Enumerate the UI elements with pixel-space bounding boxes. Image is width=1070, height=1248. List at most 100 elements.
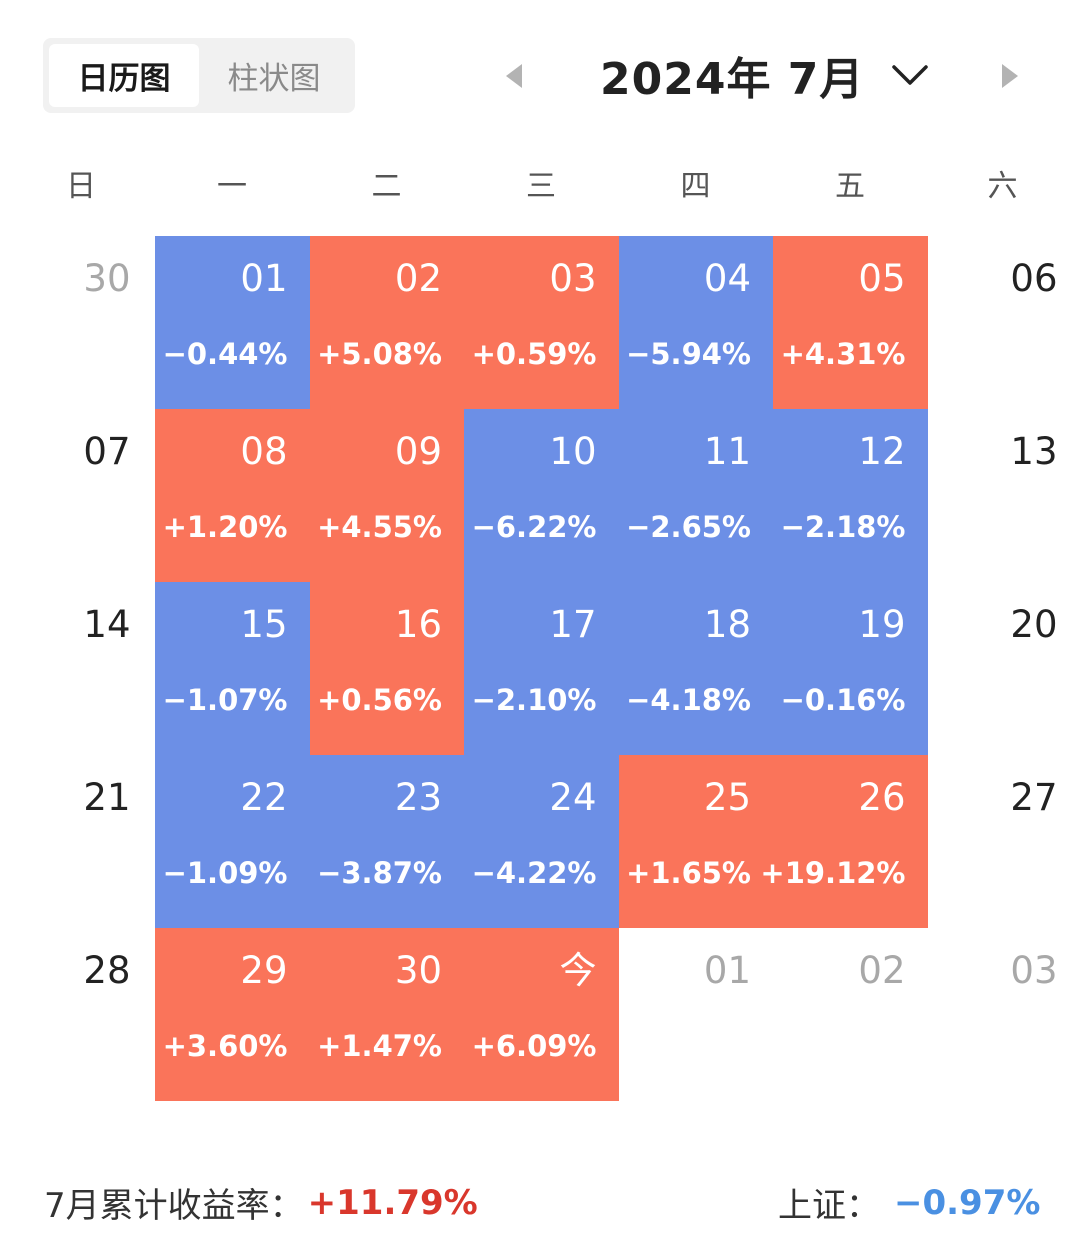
- day-number: 14: [83, 603, 131, 646]
- day-number: 24: [549, 776, 597, 819]
- index-return: 上证： −0.97%: [778, 1178, 1040, 1227]
- calendar-day-cell: 03: [928, 928, 1070, 1101]
- calendar-day-cell[interactable]: 10 −6.22%: [464, 409, 619, 582]
- day-number: 02: [858, 949, 906, 992]
- day-number: 26: [858, 776, 906, 819]
- calendar-day-cell[interactable]: 17 −2.10%: [464, 582, 619, 755]
- day-number: 30: [394, 949, 442, 992]
- calendar-day-cell[interactable]: 30 +1.47%: [309, 928, 464, 1101]
- calendar-day-cell[interactable]: 15 −1.07%: [155, 582, 310, 755]
- daily-return: +1.65%: [626, 856, 751, 890]
- calendar-day-cell: 20: [928, 582, 1070, 755]
- calendar-day-cell[interactable]: 01 −0.44%: [155, 236, 310, 409]
- day-number: 04: [703, 257, 751, 300]
- daily-return: −2.10%: [471, 683, 597, 717]
- tab-bar-chart-view[interactable]: 柱状图: [227, 61, 321, 97]
- daily-return: −1.07%: [162, 683, 288, 717]
- day-number: 19: [858, 603, 906, 646]
- daily-return: −1.09%: [162, 856, 288, 890]
- day-number: 27: [1010, 776, 1058, 819]
- day-number: 30: [83, 257, 131, 300]
- calendar-day-cell: 14: [0, 582, 155, 755]
- daily-return: +1.47%: [317, 1029, 442, 1063]
- calendar-day-cell: 07: [0, 409, 155, 582]
- daily-return: +0.56%: [317, 683, 442, 717]
- calendar-day-cell[interactable]: 02 +5.08%: [309, 236, 464, 409]
- daily-return: +4.55%: [317, 510, 442, 544]
- calendar-day-cell[interactable]: 09 +4.55%: [309, 409, 464, 582]
- month-title: 2024年 7月: [600, 54, 865, 105]
- daily-return: −3.87%: [317, 856, 442, 890]
- day-number: 29: [240, 949, 288, 992]
- day-number: 21: [83, 776, 131, 819]
- calendar-day-cell: 21: [0, 755, 155, 928]
- weekday-label: 六: [987, 169, 1018, 204]
- calendar-day-cell[interactable]: 22 −1.09%: [155, 755, 310, 928]
- tab-calendar-view[interactable]: 日历图: [49, 44, 199, 107]
- weekday-label: 二: [371, 169, 402, 204]
- month-picker[interactable]: 2024年 7月: [600, 40, 930, 110]
- day-number: 03: [549, 257, 597, 300]
- calendar-day-cell[interactable]: 23 −3.87%: [309, 755, 464, 928]
- calendar-day-cell[interactable]: 25 +1.65%: [618, 755, 773, 928]
- calendar-day-cell: 27: [928, 755, 1070, 928]
- day-number: 25: [703, 776, 751, 819]
- daily-return: −4.22%: [471, 856, 597, 890]
- weekday-label: 五: [835, 169, 865, 204]
- next-month-icon[interactable]: [994, 58, 1024, 94]
- calendar-day-cell: 13: [928, 409, 1070, 582]
- calendar-day-cell: 28: [0, 928, 155, 1101]
- day-number: 06: [1010, 257, 1058, 300]
- calendar-day-cell: 01: [619, 928, 774, 1101]
- weekday-label: 三: [526, 169, 556, 204]
- day-number: 今: [559, 949, 597, 992]
- day-number: 22: [240, 776, 288, 819]
- view-toggle: 日历图 柱状图: [43, 38, 355, 113]
- day-number: 08: [240, 430, 288, 473]
- day-number: 17: [549, 603, 597, 646]
- calendar-day-cell[interactable]: 26 +19.12%: [760, 755, 928, 928]
- calendar-day-cell[interactable]: 29 +3.60%: [155, 928, 310, 1101]
- day-number: 13: [1010, 430, 1058, 473]
- calendar-day-cell[interactable]: 18 −4.18%: [618, 582, 773, 755]
- daily-return: +4.31%: [780, 337, 906, 371]
- calendar-day-cell[interactable]: 今 +6.09%: [464, 928, 619, 1101]
- weekday-label: 一: [217, 169, 247, 204]
- daily-return: +6.09%: [471, 1029, 597, 1063]
- cumulative-return: 7月累计收益率： +11.79%: [44, 1178, 478, 1227]
- daily-return: −5.94%: [626, 337, 751, 371]
- day-number: 18: [703, 603, 751, 646]
- daily-return: +3.60%: [162, 1029, 288, 1063]
- calendar-day-cell[interactable]: 08 +1.20%: [155, 409, 310, 582]
- day-number: 20: [1010, 603, 1058, 646]
- day-number: 05: [858, 257, 906, 300]
- day-number: 01: [240, 257, 288, 300]
- day-number: 16: [394, 603, 442, 646]
- calendar-day-cell[interactable]: 24 −4.22%: [464, 755, 619, 928]
- day-number: 02: [394, 257, 442, 300]
- weekday-label: 四: [680, 169, 711, 204]
- prev-month-icon[interactable]: [500, 58, 530, 94]
- chevron-down-icon: [892, 65, 929, 85]
- day-number: 15: [240, 603, 288, 646]
- calendar-day-cell[interactable]: 04 −5.94%: [618, 236, 773, 409]
- calendar-day-cell[interactable]: 12 −2.18%: [773, 409, 928, 582]
- daily-return: −0.16%: [780, 683, 906, 717]
- daily-return: +19.12%: [760, 856, 906, 890]
- calendar-day-cell[interactable]: 16 +0.56%: [309, 582, 464, 755]
- calendar-day-cell[interactable]: 03 +0.59%: [464, 236, 619, 409]
- daily-return: +0.59%: [471, 337, 597, 371]
- cumulative-return-value: +11.79%: [307, 1182, 478, 1223]
- daily-return: +1.20%: [162, 510, 288, 544]
- index-return-value: −0.97%: [894, 1182, 1041, 1223]
- calendar-day-cell[interactable]: 05 +4.31%: [773, 236, 928, 409]
- daily-return: −4.18%: [626, 683, 751, 717]
- day-number: 10: [549, 430, 597, 473]
- day-number: 01: [703, 949, 751, 992]
- calendar-day-cell: 06: [928, 236, 1070, 409]
- daily-return: +5.08%: [317, 337, 442, 371]
- calendar-day-cell[interactable]: 11 −2.65%: [618, 409, 773, 582]
- index-return-label: 上证：: [778, 1186, 880, 1226]
- day-number: 09: [394, 430, 442, 473]
- calendar-day-cell[interactable]: 19 −0.16%: [773, 582, 928, 755]
